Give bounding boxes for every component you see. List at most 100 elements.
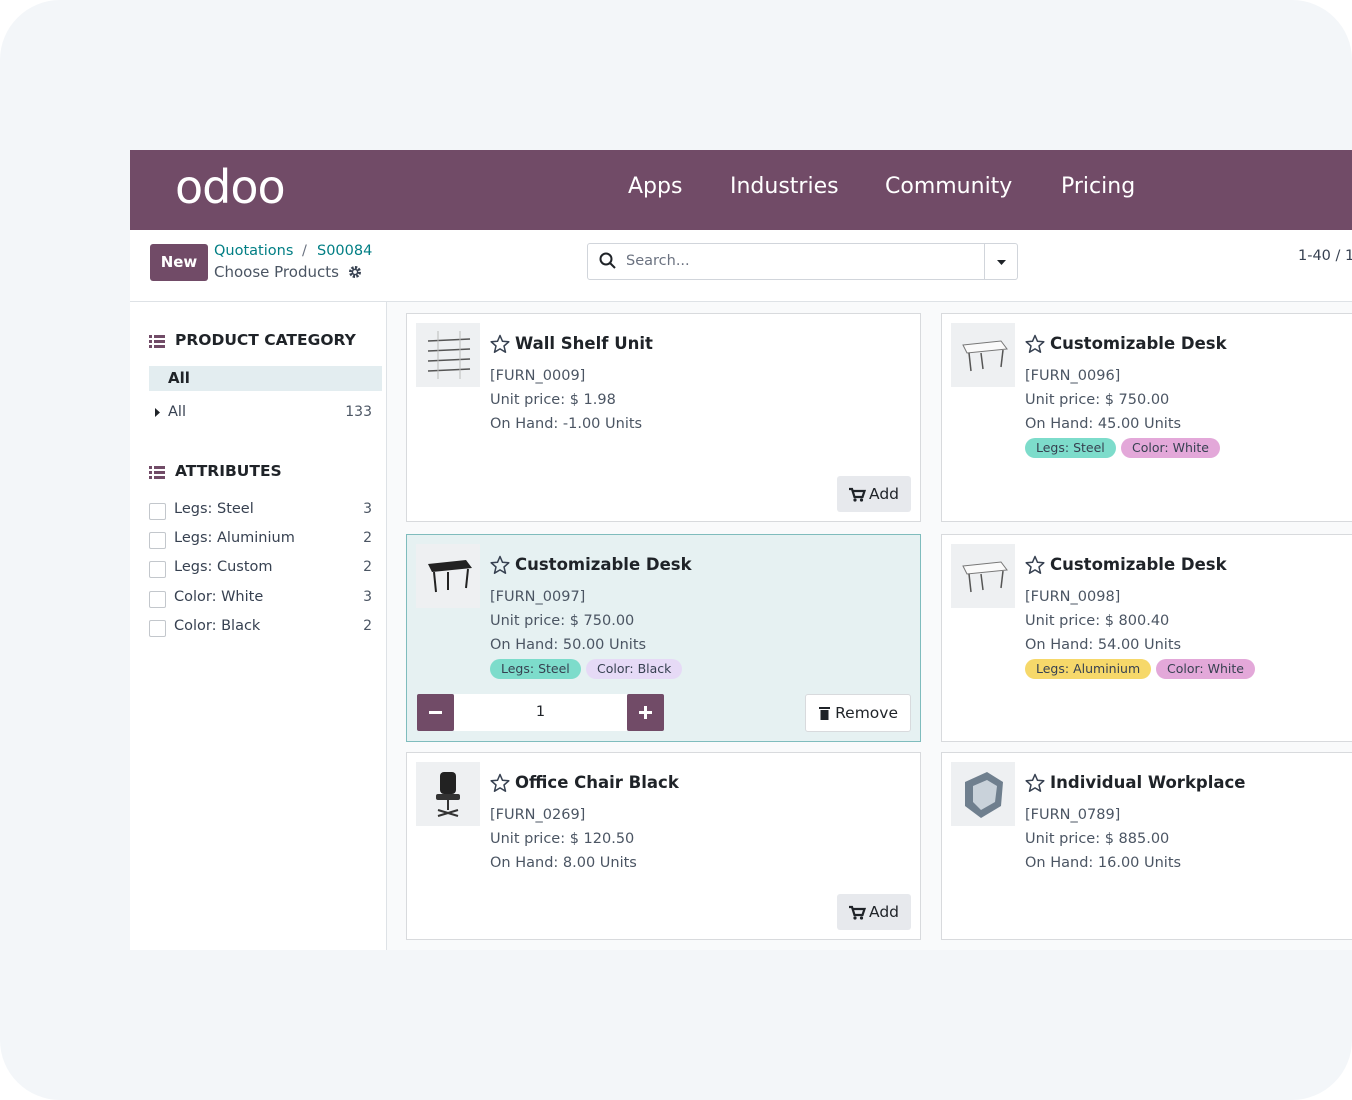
- favorite-star[interactable]: [490, 555, 510, 575]
- tag: Color: White: [1156, 659, 1255, 679]
- attribute-count: 2: [363, 530, 372, 547]
- product-image: [951, 762, 1015, 826]
- product-on-hand: On Hand: 45.00 Units: [1025, 416, 1182, 432]
- product-on-hand: On Hand: -1.00 Units: [490, 416, 643, 432]
- product-on-hand: On Hand: 8.00 Units: [490, 855, 637, 871]
- product-image: [416, 762, 480, 826]
- search-icon: [599, 252, 616, 269]
- add-button[interactable]: Add: [836, 894, 911, 930]
- product-on-hand: On Hand: 54.00 Units: [1025, 637, 1182, 653]
- product-price: Unit price: $ 800.40: [1025, 613, 1170, 629]
- minus-icon: [429, 711, 442, 714]
- category-selected[interactable]: All: [149, 366, 382, 391]
- nav-link[interactable]: Industries: [730, 174, 839, 199]
- cart-icon: [848, 905, 866, 920]
- checkbox[interactable]: [149, 561, 166, 579]
- tag: Legs: Steel: [490, 659, 581, 679]
- attribute-count: 3: [363, 501, 372, 517]
- section-title: ATTRIBUTES: [175, 462, 282, 480]
- tag: Color: Black: [586, 659, 683, 679]
- category-icon: [149, 335, 165, 348]
- product-card[interactable]: Wall Shelf Unit [FURN_0009] Unit price: $ …: [406, 313, 921, 522]
- product-card[interactable]: Office Chair Black [FURN_0269] Unit price:…: [406, 752, 921, 940]
- gear-icon[interactable]: [348, 265, 362, 279]
- product-price: Unit price: $ 750.00: [1025, 392, 1170, 408]
- checkbox[interactable]: [149, 619, 166, 637]
- product-image: [416, 544, 480, 608]
- caret-icon: [997, 260, 1006, 265]
- cart-icon: [848, 487, 866, 502]
- product-name: Customizable Desk: [1050, 555, 1227, 574]
- nav-link[interactable]: Apps: [628, 174, 683, 199]
- minus-button[interactable]: [417, 694, 454, 731]
- product-card[interactable]: Customizable Desk [FURN_0097] Unit price: …: [406, 534, 921, 742]
- add-button[interactable]: Add: [836, 476, 911, 512]
- favorite-star[interactable]: [1025, 555, 1045, 575]
- caret-icon: [155, 408, 160, 417]
- product-card[interactable]: Customizable Desk [FURN_0098] Unit price: …: [941, 534, 1352, 742]
- search-box[interactable]: Search...: [587, 243, 1018, 280]
- navbar: odoo Apps Industries Community Pricing: [130, 150, 1352, 230]
- product-price: Unit price: $ 750.00: [490, 613, 635, 629]
- tag: Legs: Aluminium: [1025, 659, 1152, 679]
- trash-icon: [819, 707, 831, 720]
- app-screen: odoo Apps Industries Community Pricing N…: [130, 150, 1352, 950]
- attribute-count: 3: [363, 588, 372, 605]
- breadcrumb-separator: /: [302, 243, 307, 259]
- plus-icon: [639, 706, 652, 719]
- plus-button[interactable]: [627, 694, 664, 731]
- new-button[interactable]: New: [150, 244, 208, 281]
- pager: 1-40 / 1: [1298, 248, 1352, 264]
- quantity-input[interactable]: 1: [454, 694, 627, 731]
- search-placeholder: Search...: [626, 253, 690, 269]
- breadcrumb[interactable]: Quotations: [214, 243, 294, 259]
- attribute-label[interactable]: Color: Black: [174, 617, 261, 634]
- product-code: [FURN_0096]: [1025, 368, 1121, 384]
- product-image: [951, 544, 1015, 608]
- product-code: [FURN_0269]: [490, 807, 586, 823]
- product-name: Individual Workplace: [1050, 773, 1246, 792]
- product-name: Customizable Desk: [515, 555, 692, 574]
- favorite-star[interactable]: [490, 773, 510, 793]
- product-card[interactable]: Customizable Desk [FURN_0096] Unit price: …: [941, 313, 1352, 522]
- attribute-count: 2: [363, 559, 372, 576]
- remove-button[interactable]: Remove: [805, 694, 911, 732]
- tag: Color: White: [1121, 438, 1220, 458]
- product-code: [FURN_0009]: [490, 368, 586, 384]
- tag: Legs: Steel: [1025, 438, 1116, 458]
- checkbox[interactable]: [149, 503, 166, 520]
- category-label: All: [168, 369, 190, 387]
- attribute-count: 2: [363, 617, 372, 634]
- attribute-label[interactable]: Legs: Aluminium: [174, 530, 295, 547]
- product-image: [951, 323, 1015, 387]
- nav-link[interactable]: Pricing: [1061, 174, 1136, 199]
- attribute-label[interactable]: Color: White: [174, 588, 264, 605]
- product-on-hand: On Hand: 50.00 Units: [490, 637, 647, 653]
- checkbox[interactable]: [149, 590, 166, 608]
- favorite-star[interactable]: [1025, 773, 1045, 793]
- product-card[interactable]: Individual Workplace [FURN_0789] Unit pric…: [941, 752, 1352, 940]
- product-price: Unit price: $ 885.00: [1025, 831, 1170, 847]
- product-name: Customizable Desk: [1050, 334, 1227, 353]
- attribute-label[interactable]: Legs: Custom: [174, 559, 273, 576]
- search-toggle[interactable]: [984, 244, 1018, 279]
- checkbox[interactable]: [149, 532, 166, 550]
- subtitle: Choose Products: [214, 263, 339, 281]
- product-name: Wall Shelf Unit: [515, 334, 653, 353]
- favorite-star[interactable]: [1025, 334, 1045, 354]
- product-price: Unit price: $ 120.50: [490, 831, 635, 847]
- attribute-label[interactable]: Legs: Steel: [174, 501, 254, 517]
- logo[interactable]: odoo: [175, 160, 286, 214]
- category-label[interactable]: All: [168, 404, 186, 420]
- section-title: PRODUCT CATEGORY: [175, 331, 356, 349]
- favorite-star[interactable]: [490, 334, 510, 354]
- product-price: Unit price: $ 1.98: [490, 392, 616, 408]
- record-name[interactable]: S00084: [317, 243, 373, 259]
- product-on-hand: On Hand: 16.00 Units: [1025, 855, 1182, 871]
- attributes-icon: [149, 466, 165, 479]
- nav-link[interactable]: Community: [885, 174, 1013, 199]
- product-image: [416, 323, 480, 387]
- product-code: [FURN_0097]: [490, 589, 586, 605]
